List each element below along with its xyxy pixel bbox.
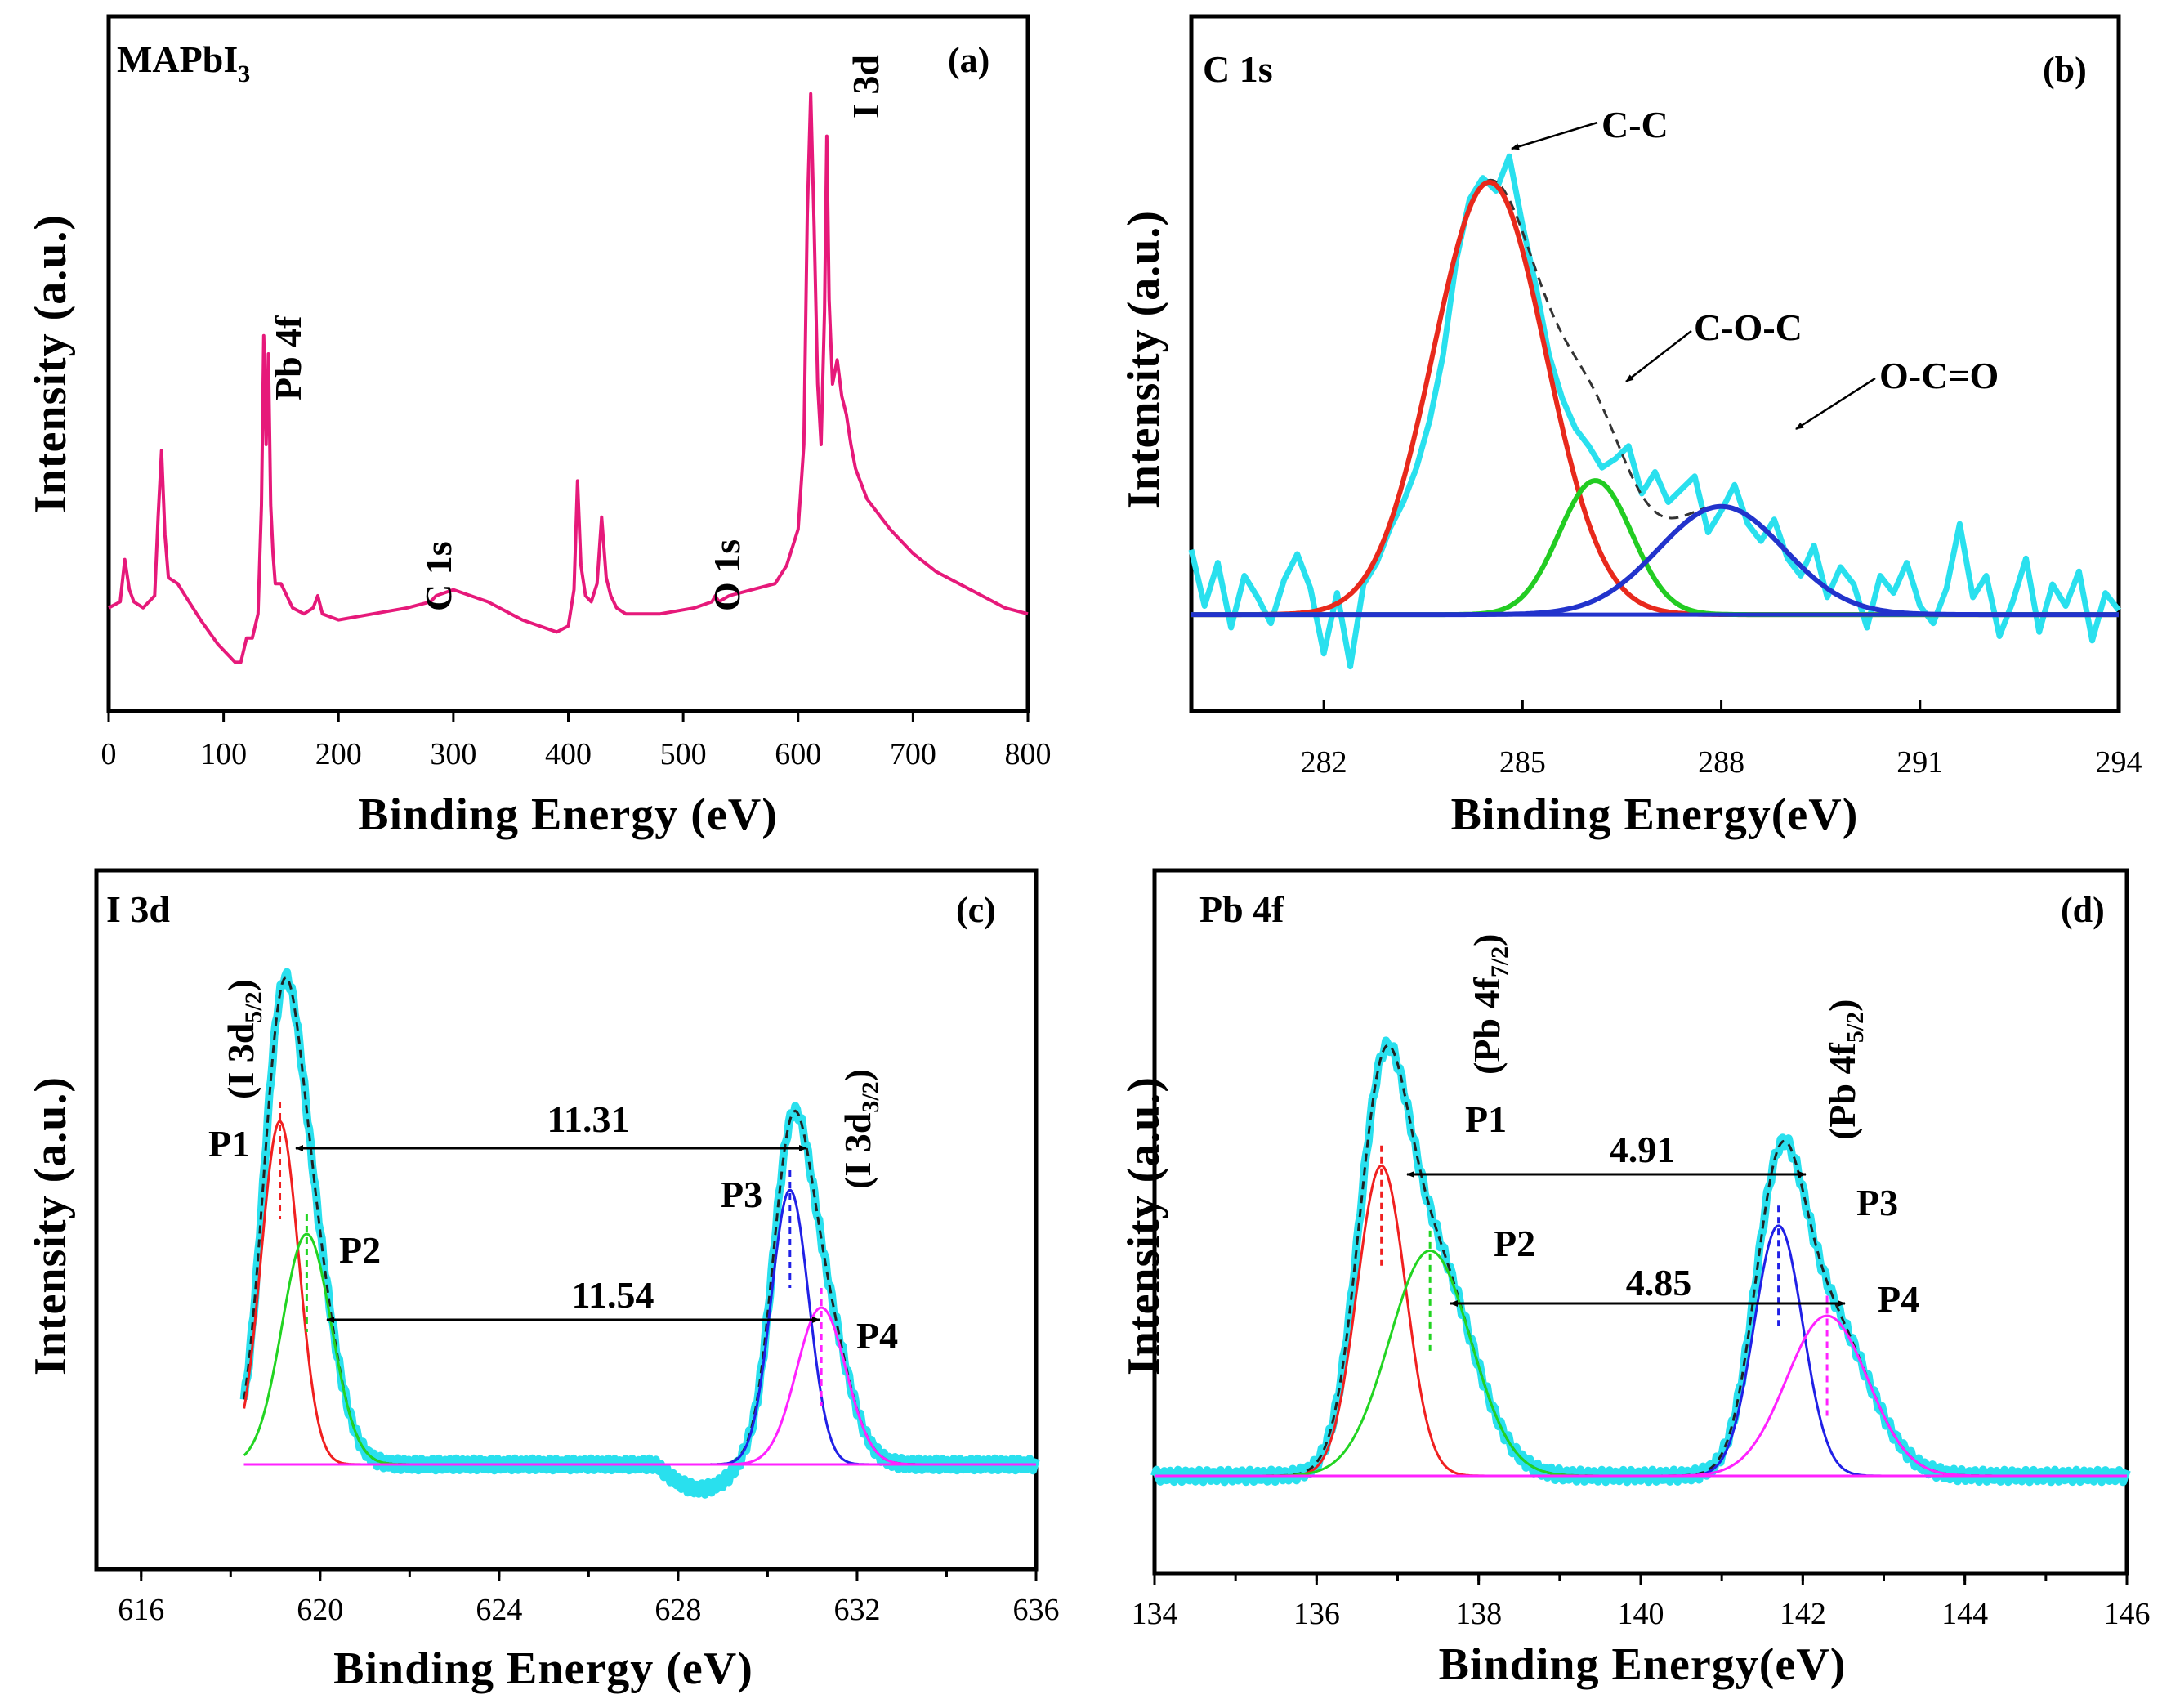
annotation-coc: C-O-C bbox=[1694, 306, 1803, 348]
panel-d-xlabel: Binding Energy(eV) bbox=[1439, 1639, 1847, 1690]
x-tick-label: 500 bbox=[660, 737, 707, 771]
x-tick-label: 616 bbox=[118, 1593, 164, 1627]
panel-c-ylabel: Intensity (a.u.) bbox=[25, 1076, 76, 1375]
x-tick-label: 624 bbox=[476, 1593, 522, 1627]
separation-11-54: 11.54 bbox=[572, 1274, 654, 1316]
annotation-pb4f: Pb 4f bbox=[267, 315, 309, 400]
oco-fit-line bbox=[1191, 503, 2119, 618]
panel-c-title: I 3d bbox=[106, 888, 170, 930]
panel-b-plot bbox=[1188, 153, 2121, 670]
peak-label-c-p4: P4 bbox=[856, 1315, 898, 1357]
x-tick-label: 700 bbox=[890, 737, 936, 771]
x-tick-label: 146 bbox=[2104, 1597, 2151, 1631]
panel-b: 282 285 288 291 294 C 1s (b) Binding Energy(… bbox=[1119, 14, 2142, 840]
envelope-fit-line bbox=[243, 976, 1036, 1466]
panel-b-ylabel: Intensity (a.u.) bbox=[1119, 210, 1169, 509]
x-tick-label: 632 bbox=[833, 1593, 880, 1627]
panel-c-xlabel: Binding Energy (eV) bbox=[333, 1643, 753, 1694]
x-tick-label: 600 bbox=[775, 737, 821, 771]
panel-b-xticks: 282 285 288 291 294 bbox=[1301, 700, 2142, 780]
x-tick-label: 200 bbox=[315, 737, 362, 771]
x-tick-label: 282 bbox=[1301, 745, 1347, 780]
peak-label-c-p2: P2 bbox=[339, 1229, 381, 1271]
x-tick-label: 134 bbox=[1132, 1597, 1178, 1631]
panel-d-xticks: 134 136 138 140 142 144 146 bbox=[1132, 1573, 2151, 1631]
x-tick-label: 800 bbox=[1005, 737, 1052, 771]
p1-fit-line bbox=[1155, 1164, 2127, 1478]
panel-c: 616 620 624 628 632 636 I 3d (c) Binding Ener… bbox=[25, 868, 1060, 1694]
panel-a-title: MAPbI3 bbox=[117, 38, 250, 87]
panel-a-letter: (a) bbox=[948, 40, 989, 80]
x-tick-label: 636 bbox=[1013, 1593, 1060, 1627]
experimental-data-line bbox=[1150, 1036, 2131, 1487]
annotation-i3d-3-2: (I 3d3/2) bbox=[837, 1069, 884, 1189]
x-tick-label: 285 bbox=[1499, 745, 1546, 780]
panel-c-letter: (c) bbox=[956, 890, 996, 930]
x-tick-label: 136 bbox=[1293, 1597, 1340, 1631]
panel-a-ylabel: Intensity (a.u.) bbox=[25, 214, 76, 513]
panel-a-frame bbox=[106, 14, 1030, 713]
panel-d-plot bbox=[1150, 1036, 2131, 1487]
panel-c-plot bbox=[239, 968, 1040, 1499]
annotation-pb4f-7-2: (Pb 4f7/2) bbox=[1466, 934, 1513, 1075]
annotation-cc: C-C bbox=[1601, 104, 1669, 145]
panel-c-xticks: 616 620 624 628 632 636 bbox=[118, 1569, 1060, 1627]
x-tick-label: 0 bbox=[101, 737, 117, 771]
x-tick-label: 291 bbox=[1896, 745, 1943, 780]
panel-b-title: C 1s bbox=[1203, 48, 1273, 90]
annotation-i3d: I 3d bbox=[845, 55, 887, 118]
separation-4-85: 4.85 bbox=[1626, 1262, 1692, 1303]
separation-4-91: 4.91 bbox=[1610, 1129, 1676, 1170]
annotation-oco-arrow bbox=[1795, 377, 1876, 431]
annotation-o1s: O 1s bbox=[706, 539, 748, 611]
peak-label-c-p1: P1 bbox=[208, 1123, 250, 1165]
panel-d-ylabel: Intensity (a.u.) bbox=[1119, 1076, 1169, 1375]
x-tick-label: 142 bbox=[1780, 1597, 1826, 1631]
panel-b-frame bbox=[1189, 14, 2121, 713]
panel-b-letter: (b) bbox=[2043, 50, 2087, 90]
peak-label-c-p3: P3 bbox=[721, 1174, 762, 1215]
experimental-data-line bbox=[1188, 153, 2121, 670]
survey-spectrum-line bbox=[108, 92, 1029, 664]
x-tick-label: 300 bbox=[430, 737, 476, 771]
panel-d-letter: (d) bbox=[2061, 890, 2105, 930]
panel-d: 134 136 138 140 142 144 146 Pb 4f (d) Binding … bbox=[1119, 868, 2151, 1690]
envelope-fit-line bbox=[1155, 1044, 2127, 1478]
x-tick-label: 140 bbox=[1618, 1597, 1664, 1631]
peak-label-d-p4: P4 bbox=[1878, 1278, 1919, 1320]
annotation-c1s: C 1s bbox=[418, 541, 459, 611]
panel-a: 0 100 200 300 400 500 600 700 800 MAPbI3 (a) Bin… bbox=[25, 14, 1052, 840]
p4-fit-line bbox=[1155, 1314, 2127, 1478]
panel-b-xlabel: Binding Energy(eV) bbox=[1451, 789, 1859, 840]
coc-fit-line bbox=[1191, 478, 2119, 618]
x-tick-label: 138 bbox=[1455, 1597, 1502, 1631]
panel-c-frame bbox=[94, 868, 1039, 1572]
panel-a-xlabel: Binding Energy (eV) bbox=[358, 789, 778, 840]
separation-11-31: 11.31 bbox=[547, 1098, 630, 1140]
x-tick-label: 288 bbox=[1698, 745, 1744, 780]
annotation-pb4f-5-2: (Pb 4f5/2) bbox=[1821, 999, 1869, 1141]
annotation-i3d-5-2: (I 3d5/2) bbox=[220, 979, 267, 1099]
panel-a-title-subscript: 3 bbox=[238, 60, 250, 87]
annotation-oco: O-C=O bbox=[1879, 355, 1999, 396]
x-tick-label: 628 bbox=[654, 1593, 701, 1627]
peak-label-d-p2: P2 bbox=[1494, 1223, 1535, 1264]
peak-label-d-p3: P3 bbox=[1856, 1182, 1898, 1223]
annotation-coc-arrow bbox=[1625, 330, 1692, 382]
annotation-cc-arrow bbox=[1511, 121, 1598, 150]
x-tick-label: 144 bbox=[1941, 1597, 1988, 1631]
panel-a-xticks: 0 100 200 300 400 500 600 700 800 bbox=[101, 711, 1052, 771]
panel-d-title: Pb 4f bbox=[1199, 888, 1284, 930]
x-tick-label: 100 bbox=[200, 737, 247, 771]
panel-a-plot bbox=[108, 92, 1029, 664]
x-tick-label: 400 bbox=[545, 737, 592, 771]
x-tick-label: 620 bbox=[297, 1593, 343, 1627]
peak-label-d-p1: P1 bbox=[1465, 1098, 1507, 1140]
x-tick-label: 294 bbox=[2096, 745, 2142, 780]
